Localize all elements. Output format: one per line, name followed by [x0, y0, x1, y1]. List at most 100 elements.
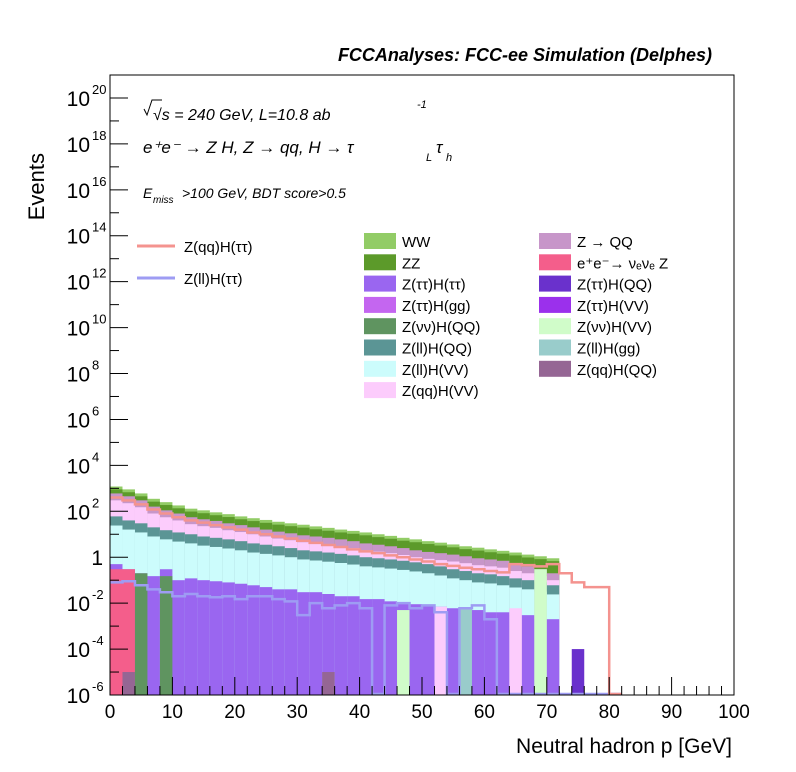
ztt-htt-bar: [247, 585, 260, 695]
legend-background-swatch: [364, 275, 396, 292]
ztt-htt-bar: [184, 578, 198, 695]
y-axis-label: Events: [24, 153, 49, 220]
y-tick-exponent: -6: [92, 679, 104, 694]
legend-background-swatch: [539, 296, 571, 313]
y-tick-exponent: 12: [92, 266, 106, 281]
ztt-htt-bar: [471, 610, 485, 695]
ztt-htt-bar: [446, 608, 460, 695]
legend-background-swatch: [364, 296, 396, 313]
legend-background-swatch: [539, 339, 571, 356]
y-tick-exponent: 2: [92, 495, 99, 510]
ztt-htt-bar: [496, 612, 510, 695]
legend-background-label: Z(ll)H(VV): [402, 362, 469, 379]
x-tick-label: 0: [105, 702, 116, 723]
x-tick-label: 10: [162, 702, 183, 723]
legend-background-swatch: [539, 275, 571, 292]
x-axis-label: Neutral hadron p [GeV]: [516, 735, 732, 758]
process-text: e⁺e⁻ → Z H, Z → qq, H → τ: [143, 138, 355, 157]
y-tick-label: 10: [67, 318, 90, 341]
x-tick-label: 80: [599, 702, 620, 723]
x-tick-label: 50: [411, 702, 432, 723]
special-bar: [322, 672, 335, 695]
ztt-htt-bar: [222, 582, 235, 695]
signal-line-zll-htt: [110, 579, 622, 696]
special-bar: [571, 649, 585, 695]
x-tick-label: 100: [718, 702, 750, 723]
legend-background-swatch: [364, 233, 396, 249]
x-tick-label: 70: [536, 702, 557, 723]
ztt-htt-bar: [234, 583, 248, 695]
ztt-htt-bar: [209, 581, 223, 695]
legend-background-label: Z(ττ)H(ττ): [402, 277, 466, 294]
x-tick-label: 60: [474, 702, 495, 723]
legend-background-swatch: [364, 254, 396, 271]
ztt-htt-bar: [272, 589, 285, 695]
y-tick-exponent: -4: [92, 633, 104, 648]
legend-background-label: Z(νν)H(VV): [577, 319, 652, 336]
process-sub-h: h: [446, 152, 452, 164]
y-tick-label: 10: [67, 455, 90, 478]
legend-background-label: Z(ττ)H(VV): [577, 298, 649, 315]
legend-background-swatch: [364, 382, 396, 399]
ztt-htt-bar: [384, 601, 398, 695]
legend-background-label: Z(ττ)H(gg): [402, 298, 471, 315]
ztt-htt-bar: [372, 599, 385, 695]
legend-background-label: Z(νν)H(QQ): [402, 319, 480, 336]
y-tick-label: 10: [67, 88, 90, 111]
y-tick-exponent: 20: [92, 82, 106, 97]
x-tick-label: 40: [349, 702, 370, 723]
special-bar: [434, 606, 447, 695]
special-bar: [134, 573, 148, 695]
annotation-process: e⁺e⁻ → Z H, Z → qq, H → τ L τ h: [143, 138, 452, 164]
cut-rest: >100 GeV, BDT score>0.5: [182, 185, 346, 201]
signal-line-zqq-htt: [110, 496, 622, 696]
y-tick-exponent: 16: [92, 174, 106, 189]
ztt-htt-bar: [147, 576, 160, 695]
plot-area: [110, 486, 622, 696]
ztt-htt-bar: [521, 615, 535, 695]
legend-signal-label: Z(qq)H(ττ): [184, 239, 253, 256]
y-tick-label: 10: [67, 134, 90, 157]
ztt-htt-bar: [172, 580, 185, 695]
special-bar: [534, 569, 547, 695]
legend-signal-label: Z(ll)H(ττ): [184, 271, 243, 288]
y-tick-exponent: 14: [92, 220, 106, 235]
legend-background-swatch: [364, 360, 396, 377]
y-tick-label: 10: [67, 226, 90, 249]
y-tick-label: 10: [67, 409, 90, 432]
special-bar: [122, 672, 135, 695]
y-tick-exponent: 10: [92, 312, 106, 327]
legend-background: WW Z → QQ ZZ e⁺e⁻→ νₑνₑ Z Z(ττ)H(ττ) Z(ττ)H(Q…: [364, 233, 668, 400]
y-tick-exponent: 18: [92, 128, 106, 143]
legend-background-label: Z(ττ)H(QQ): [577, 277, 652, 294]
legend-background-label: Z(qq)H(VV): [402, 383, 479, 400]
legend-background-swatch: [539, 360, 571, 377]
annotation-energy: √s = 240 GeV, L=10.8 ab -1: [143, 99, 427, 124]
y-tick-label: 10: [67, 685, 90, 708]
y-tick-label: 10: [67, 364, 90, 387]
legend-background-swatch: [539, 233, 571, 249]
y-tick-label: 10: [67, 639, 90, 662]
x-tick-label: 90: [661, 702, 682, 723]
ztt-htt-bar: [334, 596, 348, 695]
ztt-htt-bar: [422, 605, 435, 695]
ztt-htt-bar: [484, 612, 497, 695]
special-bar: [397, 610, 410, 695]
legend-background-label: WW: [402, 234, 431, 251]
special-bar: [459, 608, 472, 695]
legend-background-swatch: [539, 318, 571, 335]
legend-background-label: Z(ll)H(gg): [577, 341, 640, 358]
legend-background-label: Z → QQ: [577, 234, 633, 251]
process-sub-l: L: [426, 152, 432, 164]
y-tick-label: 10: [67, 501, 90, 524]
ztt-htt-bar: [259, 587, 273, 695]
energy-exponent: -1: [417, 99, 427, 111]
y-tick-label: 10: [67, 180, 90, 203]
energy-text: √s = 240 GeV, L=10.8 ab: [153, 107, 331, 124]
legend-background-swatch: [364, 318, 396, 335]
process-tau2: τ: [436, 138, 444, 157]
ztt-htt-bar: [197, 580, 210, 695]
cut-e: E: [143, 185, 153, 201]
legend-background-label: Z(ll)H(QQ): [402, 341, 472, 358]
